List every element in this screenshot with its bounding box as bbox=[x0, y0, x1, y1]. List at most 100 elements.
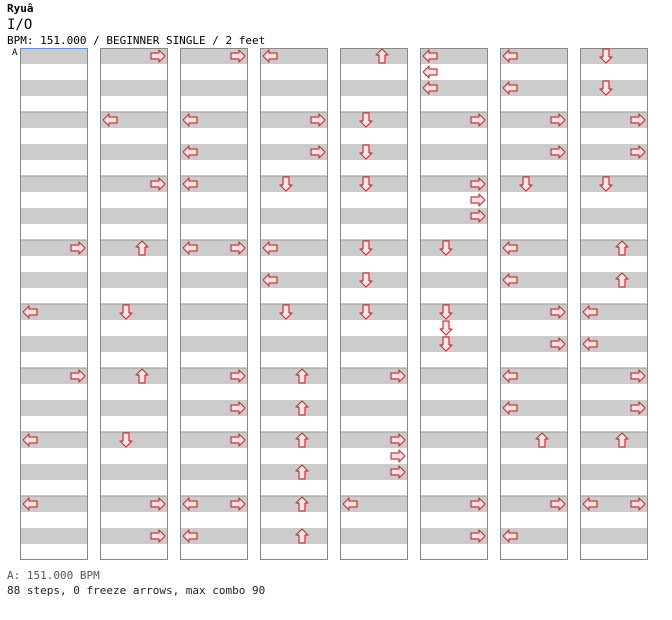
arrow-up-icon bbox=[295, 400, 309, 416]
arrow-left-icon bbox=[582, 497, 598, 511]
beat-stripe bbox=[20, 496, 88, 512]
arrow-right-icon bbox=[70, 241, 86, 255]
beat-stripe bbox=[100, 240, 168, 256]
beat-stripe bbox=[100, 432, 168, 448]
arrow-up-icon bbox=[375, 48, 389, 64]
arrow-right-icon bbox=[150, 49, 166, 63]
beat-stripe bbox=[180, 144, 248, 160]
beat-stripe bbox=[20, 80, 88, 96]
beat-stripe bbox=[500, 112, 568, 128]
arrow-right-icon bbox=[230, 497, 246, 511]
chart-column-border bbox=[420, 48, 488, 560]
beat-stripe bbox=[20, 336, 88, 352]
beat-stripe bbox=[100, 496, 168, 512]
arrow-down-icon bbox=[279, 304, 293, 320]
beat-stripe bbox=[420, 432, 488, 448]
beat-stripe bbox=[500, 304, 568, 320]
arrow-left-icon bbox=[502, 241, 518, 255]
arrow-down-icon bbox=[439, 240, 453, 256]
beat-stripe bbox=[260, 336, 328, 352]
beat-stripe bbox=[420, 112, 488, 128]
arrow-down-icon bbox=[359, 272, 373, 288]
arrow-up-icon bbox=[135, 368, 149, 384]
beat-stripe bbox=[340, 432, 408, 448]
beat-stripe bbox=[260, 400, 328, 416]
arrow-left-icon bbox=[502, 273, 518, 287]
beat-stripe bbox=[340, 208, 408, 224]
beat-stripe bbox=[340, 528, 408, 544]
beat-stripe bbox=[100, 368, 168, 384]
arrow-left-icon bbox=[502, 401, 518, 415]
arrow-right-icon bbox=[470, 193, 486, 207]
bpm-marker-label: A bbox=[12, 48, 18, 58]
beat-stripe bbox=[100, 208, 168, 224]
beat-stripe bbox=[420, 496, 488, 512]
arrow-right-icon bbox=[630, 401, 646, 415]
beat-stripe bbox=[180, 304, 248, 320]
beat-stripe bbox=[180, 336, 248, 352]
beat-stripe bbox=[420, 272, 488, 288]
arrow-right-icon bbox=[470, 113, 486, 127]
beat-stripe bbox=[420, 48, 488, 64]
arrow-right-icon bbox=[390, 433, 406, 447]
beat-stripe bbox=[500, 144, 568, 160]
beat-stripe bbox=[580, 528, 648, 544]
chart-column-border bbox=[260, 48, 328, 560]
arrow-up-icon bbox=[295, 368, 309, 384]
beat-stripe bbox=[500, 528, 568, 544]
arrow-left-icon bbox=[182, 177, 198, 191]
arrow-left-icon bbox=[182, 145, 198, 159]
beat-stripe bbox=[20, 368, 88, 384]
arrow-right-icon bbox=[630, 497, 646, 511]
beat-stripe bbox=[180, 528, 248, 544]
beat-stripe bbox=[340, 304, 408, 320]
beat-stripe bbox=[580, 368, 648, 384]
beat-stripe bbox=[580, 400, 648, 416]
beat-stripe bbox=[260, 304, 328, 320]
beat-stripe bbox=[20, 240, 88, 256]
arrow-left-icon bbox=[262, 273, 278, 287]
chart-column-border bbox=[180, 48, 248, 560]
arrow-left-icon bbox=[102, 113, 118, 127]
beat-stripe bbox=[500, 208, 568, 224]
beat-stripe bbox=[420, 304, 488, 320]
beat-stripe bbox=[260, 528, 328, 544]
arrow-down-icon bbox=[119, 432, 133, 448]
beat-stripe bbox=[420, 336, 488, 352]
arrow-right-icon bbox=[550, 305, 566, 319]
arrow-left-icon bbox=[342, 497, 358, 511]
arrow-down-icon bbox=[599, 176, 613, 192]
beat-stripe bbox=[100, 272, 168, 288]
arrow-up-icon bbox=[615, 240, 629, 256]
arrow-down-icon bbox=[519, 176, 533, 192]
beat-stripe bbox=[420, 144, 488, 160]
beat-stripe bbox=[500, 240, 568, 256]
beat-stripe bbox=[500, 400, 568, 416]
beat-stripe bbox=[340, 48, 408, 64]
beat-stripe bbox=[260, 368, 328, 384]
beat-stripe bbox=[180, 272, 248, 288]
arrow-right-icon bbox=[390, 449, 406, 463]
arrow-right-icon bbox=[550, 497, 566, 511]
beat-stripe bbox=[100, 464, 168, 480]
arrow-down-icon bbox=[599, 80, 613, 96]
chart-column-border bbox=[100, 48, 168, 560]
arrow-left-icon bbox=[502, 81, 518, 95]
beat-stripe bbox=[100, 80, 168, 96]
beat-stripe bbox=[340, 400, 408, 416]
arrow-right-icon bbox=[470, 209, 486, 223]
beat-stripe bbox=[420, 240, 488, 256]
beat-stripe bbox=[260, 208, 328, 224]
beat-stripe bbox=[340, 496, 408, 512]
beat-stripe bbox=[500, 496, 568, 512]
beat-stripe bbox=[20, 400, 88, 416]
beat-stripe bbox=[20, 144, 88, 160]
arrow-left-icon bbox=[182, 241, 198, 255]
arrow-right-icon bbox=[550, 337, 566, 351]
beat-stripe bbox=[180, 464, 248, 480]
beat-stripe bbox=[580, 144, 648, 160]
arrow-left-icon bbox=[182, 529, 198, 543]
beat-stripe bbox=[180, 368, 248, 384]
arrow-right-icon bbox=[550, 145, 566, 159]
